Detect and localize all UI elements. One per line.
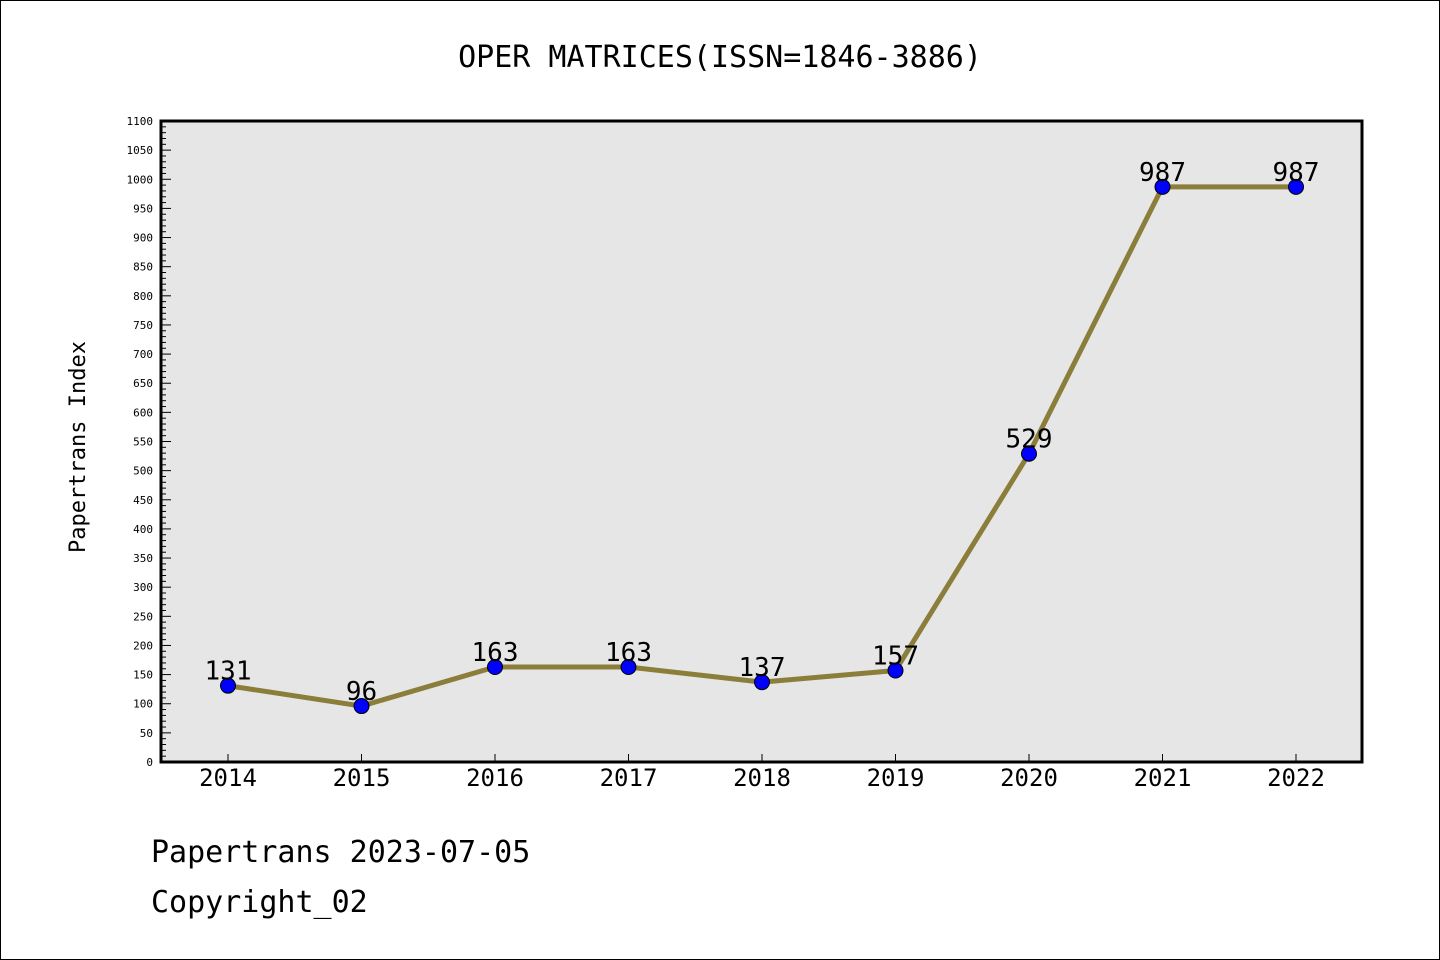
y-tick-label: 1000 [127,173,154,186]
y-tick-label: 650 [133,377,153,390]
y-tick-label: 150 [133,669,153,682]
y-tick-label: 550 [133,436,153,449]
data-label: 96 [346,677,377,707]
y-tick-label: 200 [133,639,153,652]
data-label: 987 [1139,158,1186,188]
x-tick-label: 2021 [1134,764,1192,792]
data-label: 137 [739,653,786,683]
data-point [487,659,503,676]
data-label: 163 [605,638,652,668]
y-tick-label: 350 [133,552,153,565]
data-point [1154,178,1171,195]
data-label: 163 [472,638,519,668]
x-tick-label: 2017 [600,764,658,792]
y-axis-ticks: 0 50 100 150 200 250 300 350 400 450 500 550 600 650 7… [127,115,171,769]
data-label: 157 [872,642,919,672]
footer-copyright: Copyright_02 [151,885,368,920]
y-tick-label: 1050 [127,144,154,157]
data-label: 987 [1273,158,1320,188]
y-tick-label: 0 [146,756,153,769]
y-tick-label: 500 [133,465,153,478]
x-tick-label: 2018 [733,764,791,792]
y-tick-label: 50 [140,727,153,740]
y-tick-label: 750 [133,319,153,332]
y-tick-label: 700 [133,348,153,361]
data-markers [220,178,1304,715]
data-point [754,674,770,691]
data-point [1288,178,1304,195]
y-tick-label: 300 [133,581,153,594]
y-tick-label: 850 [133,261,153,274]
data-label: 529 [1006,425,1053,455]
x-tick-label: 2014 [199,764,257,792]
y-tick-label: 600 [133,406,153,419]
y-tick-label: 250 [133,610,153,623]
x-tick-label: 2022 [1267,764,1325,792]
data-point [887,662,904,679]
y-tick-label: 400 [133,523,153,536]
y-tick-label: 1100 [127,115,154,128]
y-tick-label: 450 [133,494,153,507]
data-point [1021,445,1037,462]
plot-area [161,121,1362,762]
data-point [353,698,370,715]
y-tick-label: 100 [133,698,153,711]
data-labels: 131 96 163 163 137 157 529 987 987 [205,158,1320,707]
x-tick-label: 2019 [867,764,925,792]
data-point [620,659,637,676]
plot-border [159,119,1364,764]
data-label: 131 [205,657,252,687]
y-tick-label: 900 [133,232,153,245]
x-tick-label: 2016 [466,764,524,792]
footer-source: Papertrans 2023-07-05 [151,835,531,870]
x-axis-ticks: 2014 2015 2016 2017 2018 2019 2020 2021 2022 [199,754,1325,792]
y-axis-label: Papertrans Index [66,341,91,553]
x-tick-label: 2020 [1000,764,1058,792]
y-tick-label: 950 [133,202,153,215]
x-tick-label: 2015 [333,764,391,792]
data-point [220,677,236,694]
y-tick-label: 800 [133,290,153,303]
chart-title: OPER MATRICES(ISSN=1846-3886) [458,40,982,75]
